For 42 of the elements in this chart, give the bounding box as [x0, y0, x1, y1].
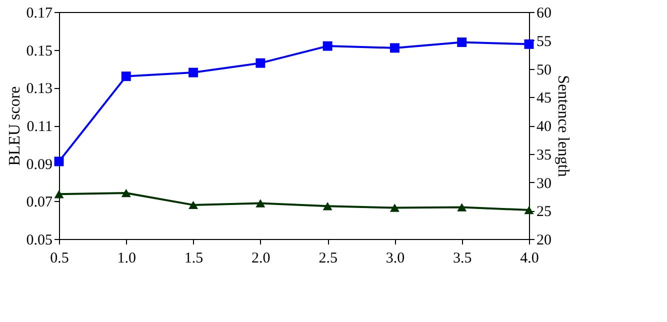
x-tick-label: 1.5 [184, 250, 204, 266]
x-tick-label: 2.0 [252, 250, 270, 266]
x-tick-label: 2.5 [318, 250, 338, 266]
y2-axis-title: Sentence length [554, 75, 572, 177]
x-tick-label: 3.5 [452, 250, 472, 266]
y2-tick-label: 30 [536, 176, 552, 192]
y2-tick-label: 20 [536, 232, 552, 248]
y-tick-label: 0.07 [26, 194, 53, 211]
y2-tick-label: 25 [536, 204, 552, 220]
x-tick-label: 0.5 [50, 250, 69, 266]
point [256, 58, 266, 68]
point [188, 200, 198, 210]
point [54, 190, 64, 198]
y2-tick-label: 45 [536, 90, 552, 107]
point [322, 41, 332, 51]
point [121, 72, 131, 82]
x-tick-label: 1.0 [117, 250, 136, 266]
point [524, 39, 534, 49]
y-tick-label: 0.09 [26, 156, 52, 173]
point [390, 43, 400, 53]
y2-tick-label: 60 [536, 6, 552, 22]
point [188, 68, 198, 78]
y-tick-label: 0.15 [26, 43, 52, 60]
y2-tick-label: 40 [536, 119, 552, 135]
point [524, 206, 534, 214]
point [322, 202, 332, 210]
point [121, 188, 131, 198]
x-tick-label: 3.0 [386, 250, 405, 266]
x-tick-label: 4.0 [520, 250, 539, 266]
y2-tick-label: 55 [536, 34, 552, 50]
y-tick-label: 0.05 [26, 232, 52, 248]
y2-tick-label: 35 [536, 147, 552, 164]
y-tick-label: 0.17 [26, 6, 53, 22]
point [390, 204, 400, 212]
y-tick-label: 0.13 [26, 81, 52, 98]
point [256, 199, 266, 208]
point [457, 203, 467, 212]
y2-tick-label: 50 [536, 62, 552, 78]
point [54, 156, 64, 166]
y-tick-label: 0.11 [26, 119, 52, 135]
y-axis-title: BLEU score [6, 86, 24, 166]
point [457, 38, 467, 48]
